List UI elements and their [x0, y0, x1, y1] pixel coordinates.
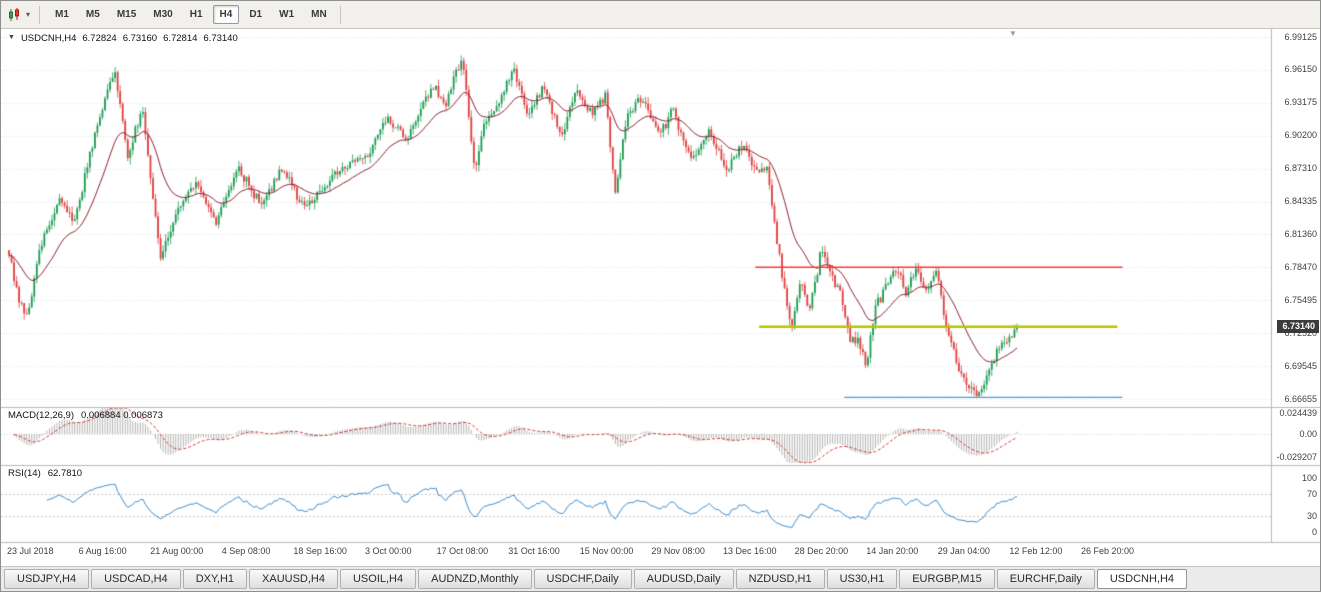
timeframe-buttons: M1 M5 M15 M30 H1 H4 D1 W1 MN: [48, 5, 334, 24]
chart-tab-xauusd-h4[interactable]: XAUUSD,H4: [249, 569, 338, 589]
date-axis-label: 3 Oct 00:00: [365, 546, 412, 556]
rsi-label: RSI(14) 62.7810: [8, 468, 82, 479]
price-chart-canvas[interactable]: [1, 29, 1320, 566]
timeframes-toolbar: ▾ M1 M5 M15 M30 H1 H4 D1 W1 MN: [1, 1, 1320, 29]
chart-tab-nzdusd-h1[interactable]: NZDUSD,H1: [735, 569, 825, 589]
chart-tab-usdcad-h4[interactable]: USDCAD,H4: [91, 569, 181, 589]
price-axis-label: 6.69545: [1284, 360, 1317, 371]
date-axis-label: 14 Jan 20:00: [866, 546, 919, 556]
date-axis-label: 31 Oct 16:00: [508, 546, 560, 556]
date-axis-label: 17 Oct 08:00: [436, 546, 489, 556]
rsi-scale-label: 70: [1306, 488, 1317, 499]
chart-tab-usoil-h4[interactable]: USOIL,H4: [339, 569, 417, 589]
chart-tab-audnzd-monthly[interactable]: AUDNZD,Monthly: [418, 569, 532, 589]
date-axis-label: 23 Jul 2018: [7, 546, 54, 556]
chart-tab-audusd-daily[interactable]: AUDUSD,Daily: [633, 569, 734, 589]
toolbar-separator: [339, 5, 341, 24]
symbol-marker-icon: ▼: [8, 34, 15, 41]
ohlc-high: 6.73160: [122, 33, 158, 44]
date-axis-label: 6 Aug 16:00: [78, 546, 127, 556]
date-axis-label: 15 Nov 00:00: [579, 546, 634, 556]
date-axis-label: 18 Sep 16:00: [293, 546, 347, 556]
chart-type-dropdown-icon[interactable]: ▾: [26, 9, 31, 19]
date-axis-label: 29 Nov 08:00: [651, 546, 705, 556]
macd-scale-label: -0.029207: [1276, 451, 1317, 462]
timeframe-button-mn[interactable]: MN: [311, 9, 327, 20]
timeframe-button-m15[interactable]: M15: [116, 9, 137, 20]
toolbar-separator: [39, 5, 41, 24]
chart-tab-us30-h1[interactable]: US30,H1: [826, 569, 898, 589]
rsi-scale-label: 30: [1306, 510, 1317, 521]
timeframe-button-h4[interactable]: H4: [212, 5, 240, 24]
rsi-name: RSI(14): [8, 468, 41, 479]
price-axis-label: 6.87310: [1284, 163, 1317, 174]
date-axis-label: 21 Aug 00:00: [150, 546, 204, 556]
price-axis-label: 6.99125: [1284, 31, 1317, 42]
macd-values: 0.006884 0.006873: [81, 410, 163, 421]
chart-window[interactable]: ▼ USDCNH,H4 6.72824 6.73160 6.72814 6.73…: [1, 29, 1320, 566]
chart-tab-usdjpy-h4[interactable]: USDJPY,H4: [4, 569, 90, 589]
timeframe-button-h1[interactable]: H1: [189, 9, 203, 20]
macd-name: MACD(12,26,9): [8, 410, 74, 421]
timeframe-button-w1[interactable]: W1: [279, 9, 295, 20]
price-axis-label: 6.84335: [1284, 196, 1317, 207]
date-axis-label: 29 Jan 04:00: [937, 546, 990, 556]
timeframe-button-m5[interactable]: M5: [85, 9, 100, 20]
chart-type-icon[interactable]: [6, 6, 23, 24]
chart-tabs-bar: USDJPY,H4 USDCAD,H4 DXY,H1 XAUUSD,H4 USOIL,H…: [1, 566, 1320, 591]
timeframe-button-m1[interactable]: M1: [55, 9, 69, 20]
chart-tab-eurgbp-m15[interactable]: EURGBP,M15: [899, 569, 995, 589]
chart-tab-usdchf-daily[interactable]: USDCHF,Daily: [533, 569, 632, 589]
timeframe-button-d1[interactable]: D1: [249, 9, 263, 20]
rsi-value: 62.7810: [47, 468, 83, 479]
chart-symbol: USDCNH,H4: [20, 33, 77, 44]
chart-tab-usdcnh-h4[interactable]: USDCNH,H4: [1096, 569, 1188, 589]
date-axis-label: 26 Feb 20:00: [1081, 546, 1135, 556]
price-axis-label: 6.93175: [1284, 97, 1317, 108]
ohlc-low: 6.72814: [163, 33, 198, 44]
macd-scale-label: 0.024439: [1279, 407, 1317, 418]
current-price-badge: 6.73140: [1277, 320, 1319, 334]
ohlc-open: 6.72824: [82, 33, 117, 44]
price-axis-label: 6.90200: [1284, 130, 1317, 141]
ohlc-close: 6.73140: [203, 33, 238, 44]
rsi-scale-label: 100: [1301, 472, 1317, 483]
date-axis-label: 4 Sep 08:00: [221, 546, 271, 556]
macd-label: MACD(12,26,9) 0.006884 0.006873: [8, 410, 163, 421]
chart-tab-eurchf-daily[interactable]: EURCHF,Daily: [996, 569, 1095, 589]
price-axis-label: 6.81360: [1284, 228, 1317, 239]
date-axis-label: 13 Dec 16:00: [723, 546, 777, 556]
date-axis-label: 28 Dec 20:00: [794, 546, 849, 556]
price-axis-label: 6.96150: [1284, 64, 1317, 75]
price-axis-label: 6.75495: [1284, 294, 1317, 305]
date-axis-label: 12 Feb 12:00: [1009, 546, 1063, 556]
macd-scale-label: 0.00: [1299, 428, 1317, 439]
price-axis-label: 6.66655: [1284, 393, 1317, 404]
chart-title: ▼ USDCNH,H4 6.72824 6.73160 6.72814 6.73…: [8, 33, 238, 44]
chart-tab-dxy-h1[interactable]: DXY,H1: [182, 569, 248, 589]
chart-shift-marker[interactable]: ▼: [1009, 29, 1017, 38]
rsi-scale-label: 0: [1311, 526, 1317, 537]
price-axis-label: 6.78470: [1284, 261, 1317, 272]
timeframe-button-m30[interactable]: M30: [153, 9, 173, 20]
